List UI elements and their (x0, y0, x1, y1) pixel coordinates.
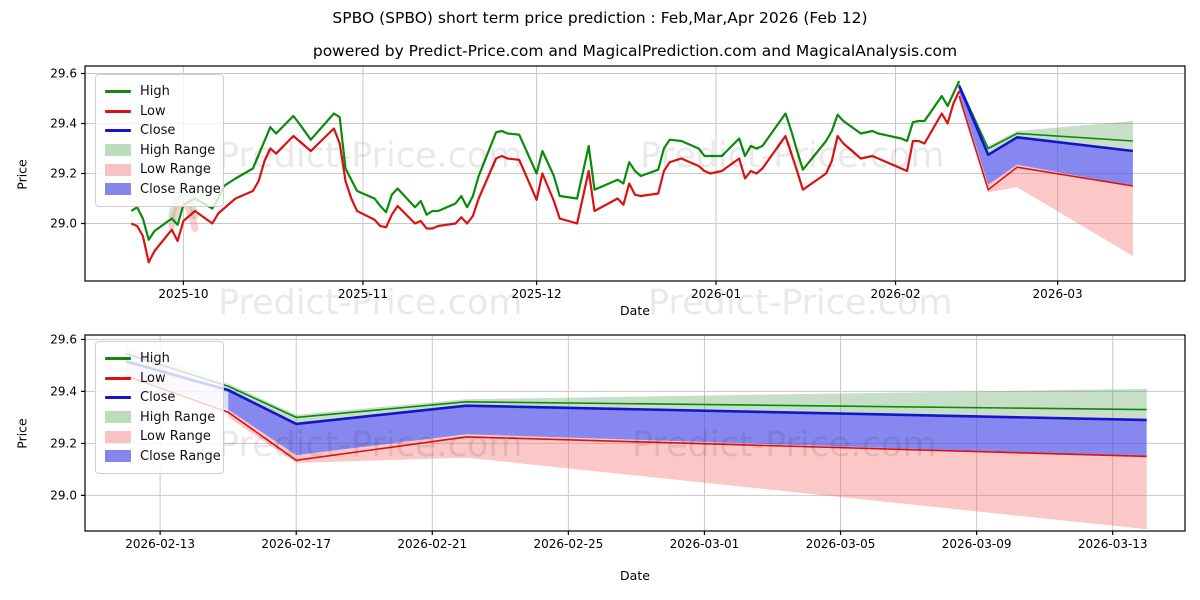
top-x-axis-label: Date (620, 303, 650, 318)
bottom-legend: High Low Close High Range Low Range Clos… (95, 341, 224, 474)
legend-item-high: High (105, 349, 214, 369)
y-tick-label: 29.4 (50, 384, 77, 398)
x-tick-label: 2026-03-09 (942, 537, 1012, 551)
bottom-y-axis-label: Price (14, 418, 30, 449)
high-prediction-line (958, 84, 1133, 150)
x-tick-label: 2025-11 (338, 287, 388, 301)
y-tick-label: 29.0 (50, 488, 77, 502)
legend-label: Close (140, 123, 176, 139)
close-line-swatch-icon (105, 396, 131, 400)
low-range-swatch-icon (105, 430, 131, 443)
y-tick-label: 29.4 (50, 117, 77, 131)
x-tick-label: 2026-02 (870, 287, 920, 301)
legend-item-close-range: Close Range (105, 447, 221, 467)
close-range-band (959, 86, 1133, 186)
x-tick-label: 2026-02-25 (534, 537, 604, 551)
y-tick-label: 29.6 (50, 332, 77, 346)
watermark-text: Predict-Price.com (218, 425, 522, 465)
x-tick-label: 2026-01 (691, 287, 741, 301)
chart-title: SPBO (SPBO) short term price prediction … (332, 9, 868, 27)
legend-item-low: Low (105, 102, 214, 122)
high-line-swatch-icon (105, 357, 131, 361)
legend-label: Low Range (140, 429, 211, 445)
x-tick-label: 2026-03-05 (806, 537, 876, 551)
legend-label: Close Range (140, 448, 221, 464)
legend-item-low: Low (105, 369, 214, 389)
x-tick-label: 2025-12 (512, 287, 562, 301)
x-tick-label: 2026-03-01 (670, 537, 740, 551)
high-range-band (959, 83, 1133, 155)
x-tick-label: 2025-10 (158, 287, 208, 301)
watermark-text: Predict-Price.com (218, 136, 522, 176)
low-range-band (959, 96, 1133, 256)
legend-item-low-range: Low Range (105, 160, 214, 180)
legend-item-close-range: Close Range (105, 180, 221, 200)
close-range-swatch-icon (105, 183, 131, 196)
x-tick-label: 2026-02-13 (125, 537, 195, 551)
legend-label: Low (140, 103, 166, 119)
top-legend: High Low Close High Range Low Range Clos… (95, 74, 224, 207)
high-line-swatch-icon (105, 90, 131, 94)
legend-label: Low (140, 370, 166, 386)
legend-item-close: Close (105, 388, 214, 408)
legend-label: High (140, 351, 170, 367)
low-range-swatch-icon (105, 163, 131, 176)
watermark-text: Predict-Price.com (640, 136, 944, 176)
legend-label: High Range (140, 409, 216, 425)
x-tick-label: 2026-03 (1033, 287, 1083, 301)
y-tick-label: 29.2 (50, 436, 77, 450)
low-prediction-line (958, 95, 1134, 192)
y-tick-label: 29.6 (50, 67, 77, 81)
watermark-text: Predict-Price.com (218, 283, 522, 323)
legend-item-high-range: High Range (105, 141, 216, 161)
legend-label: High (140, 84, 170, 100)
legend-item-low-range: Low Range (105, 427, 214, 447)
axis-spine (84, 334, 1186, 532)
top-y-axis-label: Price (14, 159, 30, 190)
high-range-swatch-icon (105, 411, 131, 424)
watermark-text: Predict-Price.com (632, 425, 936, 465)
legend-label: High Range (140, 142, 216, 158)
x-tick-label: 2026-02-17 (261, 537, 331, 551)
close-prediction-line (958, 85, 1134, 157)
legend-item-high: High (105, 82, 214, 102)
y-tick-label: 29.2 (50, 167, 77, 181)
low-series-line (130, 90, 961, 264)
x-tick-label: 2026-03-13 (1078, 537, 1148, 551)
high-series-line (130, 80, 961, 241)
chart-subtitle: powered by Predict-Price.com and Magical… (312, 42, 958, 60)
legend-item-high-range: High Range (105, 408, 216, 428)
legend-item-close: Close (105, 121, 214, 141)
bottom-x-axis-label: Date (620, 568, 650, 583)
legend-label: Close Range (140, 181, 221, 197)
high-range-swatch-icon (105, 144, 131, 157)
watermark-text: Predict-Price.com (648, 283, 952, 323)
x-tick-label: 2026-02-21 (397, 537, 467, 551)
legend-label: Low Range (140, 162, 211, 178)
low-line-swatch-icon (105, 376, 131, 380)
legend-label: Close (140, 390, 176, 406)
close-range-swatch-icon (105, 450, 131, 463)
low-range-band (228, 409, 1147, 530)
close-line-swatch-icon (105, 129, 131, 133)
low-line-swatch-icon (105, 109, 131, 113)
y-tick-label: 29.0 (50, 217, 77, 231)
